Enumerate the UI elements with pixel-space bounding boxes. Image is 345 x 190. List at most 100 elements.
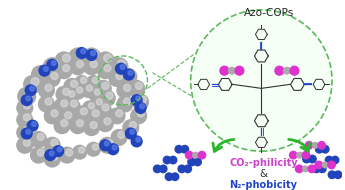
- Circle shape: [69, 48, 87, 66]
- Circle shape: [289, 151, 297, 159]
- Circle shape: [297, 152, 303, 158]
- Circle shape: [26, 129, 31, 134]
- Circle shape: [31, 147, 46, 163]
- Circle shape: [25, 89, 33, 97]
- Circle shape: [83, 120, 99, 135]
- Circle shape: [74, 106, 90, 122]
- Circle shape: [135, 103, 146, 113]
- Circle shape: [154, 165, 161, 173]
- Circle shape: [193, 152, 198, 158]
- Circle shape: [37, 133, 44, 140]
- Circle shape: [303, 155, 310, 163]
- Circle shape: [92, 110, 99, 117]
- Circle shape: [198, 151, 206, 159]
- Circle shape: [96, 102, 111, 118]
- Circle shape: [108, 144, 118, 155]
- Circle shape: [30, 86, 34, 91]
- Circle shape: [45, 71, 60, 86]
- Circle shape: [43, 66, 48, 71]
- Circle shape: [71, 86, 85, 99]
- Circle shape: [32, 66, 49, 83]
- Circle shape: [87, 76, 100, 89]
- Circle shape: [328, 161, 335, 169]
- Circle shape: [83, 59, 99, 75]
- Circle shape: [43, 58, 61, 76]
- Circle shape: [131, 95, 142, 105]
- Circle shape: [90, 61, 97, 68]
- Circle shape: [56, 63, 72, 78]
- Circle shape: [87, 142, 100, 156]
- Circle shape: [129, 81, 145, 96]
- Circle shape: [31, 131, 46, 147]
- Circle shape: [104, 65, 111, 72]
- Circle shape: [39, 68, 47, 76]
- Circle shape: [104, 54, 112, 62]
- Circle shape: [275, 66, 284, 75]
- Text: N₂-phobicity: N₂-phobicity: [229, 180, 297, 190]
- Circle shape: [110, 58, 128, 76]
- Circle shape: [76, 48, 87, 58]
- Circle shape: [136, 96, 141, 101]
- Circle shape: [104, 141, 109, 146]
- Circle shape: [57, 147, 62, 152]
- Circle shape: [109, 108, 125, 124]
- Circle shape: [99, 90, 115, 106]
- Text: CO₂-philicity: CO₂-philicity: [229, 158, 298, 168]
- Circle shape: [17, 137, 32, 153]
- Circle shape: [97, 116, 113, 131]
- Circle shape: [75, 76, 89, 89]
- Circle shape: [127, 70, 135, 78]
- Circle shape: [121, 69, 137, 84]
- Circle shape: [316, 146, 323, 153]
- Circle shape: [86, 85, 92, 91]
- Circle shape: [159, 165, 167, 173]
- Circle shape: [284, 67, 290, 74]
- Circle shape: [191, 10, 332, 151]
- Circle shape: [39, 65, 50, 76]
- Circle shape: [133, 94, 148, 110]
- Circle shape: [21, 95, 32, 105]
- Circle shape: [86, 50, 97, 60]
- Circle shape: [117, 96, 133, 112]
- Circle shape: [32, 122, 37, 126]
- Circle shape: [309, 155, 316, 163]
- Circle shape: [181, 146, 188, 153]
- Circle shape: [45, 98, 52, 105]
- Circle shape: [70, 118, 86, 134]
- Circle shape: [102, 82, 109, 89]
- FancyArrowPatch shape: [289, 139, 310, 151]
- Circle shape: [45, 108, 60, 124]
- Circle shape: [322, 162, 328, 168]
- Circle shape: [92, 144, 98, 150]
- Circle shape: [70, 59, 86, 75]
- Circle shape: [17, 125, 32, 140]
- Circle shape: [118, 60, 126, 68]
- Circle shape: [81, 49, 86, 54]
- Circle shape: [313, 142, 318, 148]
- Circle shape: [97, 63, 113, 78]
- Circle shape: [47, 59, 58, 70]
- Circle shape: [171, 173, 179, 180]
- Circle shape: [109, 71, 125, 86]
- Circle shape: [58, 110, 74, 126]
- Circle shape: [328, 171, 336, 178]
- Circle shape: [17, 100, 32, 116]
- Circle shape: [80, 77, 87, 83]
- Circle shape: [73, 145, 87, 159]
- Circle shape: [79, 147, 85, 153]
- Circle shape: [315, 161, 323, 169]
- Circle shape: [137, 110, 144, 117]
- Circle shape: [64, 98, 80, 114]
- Circle shape: [331, 156, 339, 164]
- Circle shape: [313, 165, 320, 173]
- Circle shape: [90, 50, 98, 58]
- Circle shape: [318, 165, 326, 173]
- Circle shape: [61, 100, 68, 107]
- Circle shape: [54, 118, 70, 134]
- Circle shape: [94, 89, 100, 95]
- Circle shape: [128, 70, 133, 75]
- Circle shape: [17, 112, 32, 128]
- Circle shape: [136, 137, 141, 142]
- Circle shape: [62, 54, 70, 62]
- Circle shape: [112, 145, 117, 150]
